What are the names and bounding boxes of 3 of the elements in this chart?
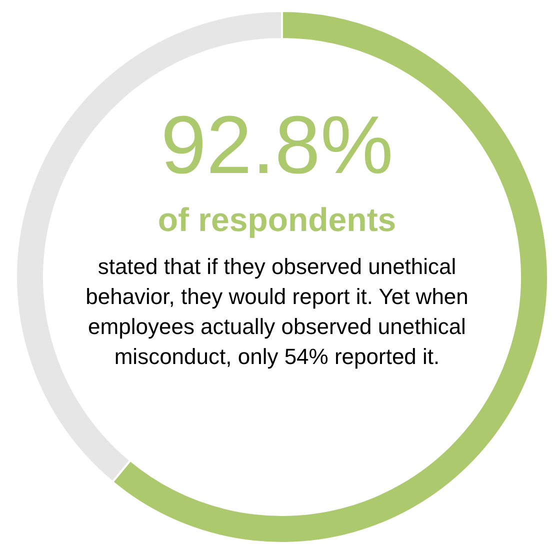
text: of respondents xyxy=(156,200,398,240)
text: stated that if they observed unethical behavior, they would report it. Yet when employees actually observed unethical misconduct, only 54% reported it. xyxy=(84,253,470,371)
text: 92.8% xyxy=(160,100,394,192)
